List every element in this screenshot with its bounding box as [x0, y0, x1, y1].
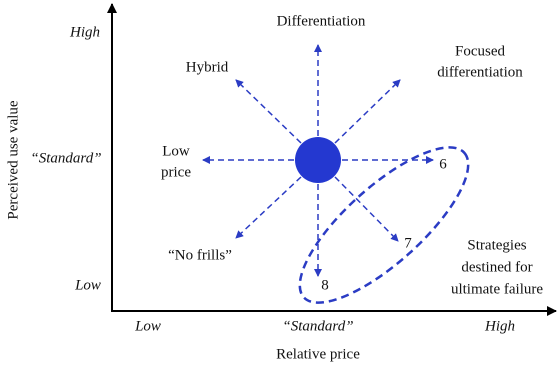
x-axis-label: High [484, 318, 515, 334]
failure-ellipse [298, 146, 470, 304]
x-axis-title: Relative price [276, 346, 360, 362]
y-axis-label: Low [74, 277, 101, 293]
strategy-label: differentiation [437, 64, 523, 80]
axes [107, 3, 557, 316]
x-axis-label: “Standard” [282, 318, 353, 334]
strategy-label: Low [162, 143, 190, 159]
strategy-label: Hybrid [186, 59, 229, 75]
strategy-label: 8 [321, 277, 329, 293]
y-axis-title: Perceived use value [5, 100, 21, 219]
arrow [235, 79, 302, 144]
x-axis-label: Low [134, 318, 161, 334]
strategy-label: “No frills” [168, 247, 232, 263]
failure-note: Strategies [467, 237, 526, 253]
strategy-label: price [161, 164, 191, 180]
strategy-label: Focused [455, 43, 505, 59]
arrow [334, 176, 399, 242]
arrows [202, 44, 434, 277]
strategy-label: Differentiation [277, 13, 366, 29]
arrow [334, 79, 401, 144]
strategy-label: 6 [439, 156, 447, 172]
strategy-label: 7 [404, 235, 412, 251]
center-circle [295, 137, 341, 183]
y-axis-label: “Standard” [30, 150, 101, 166]
y-axis-label: High [69, 24, 100, 40]
arrow [235, 176, 302, 239]
failure-note: destined for [461, 259, 532, 275]
failure-note: ultimate failure [451, 281, 543, 297]
